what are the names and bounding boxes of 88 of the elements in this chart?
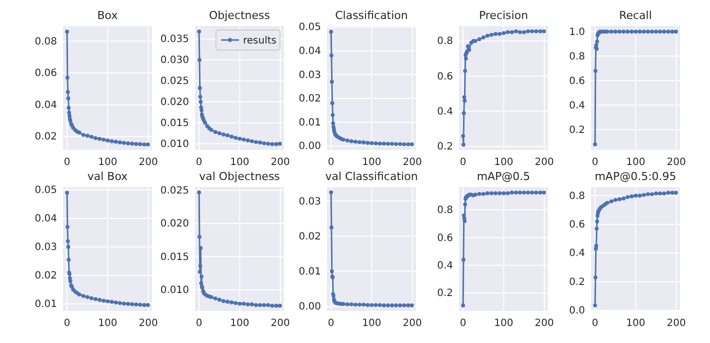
chart-title: Precision (478, 9, 528, 22)
y-tick-label: 0.6 (437, 232, 453, 244)
y-tick-label: 0.04 (298, 46, 321, 57)
y-tick-label: 0.08 (34, 36, 57, 48)
y-tick-label: 0.010 (160, 284, 189, 296)
y-tick-label: 0.02 (298, 231, 321, 242)
chart-title: Box (97, 9, 118, 22)
y-tick-label: 0.6 (569, 76, 585, 87)
y-tick-label: 0.05 (298, 22, 321, 34)
x-tick-label: 100 (626, 318, 646, 330)
y-tick-label: 0.02 (34, 270, 57, 282)
x-tick-label: 200 (270, 318, 290, 330)
y-tick-label: 0.2 (569, 124, 585, 136)
y-tick-label: 0.02 (34, 132, 57, 143)
y-tick-label: 0.6 (569, 220, 585, 231)
x-tick-label: 0 (460, 157, 466, 168)
y-tick-label: 0.020 (160, 97, 189, 108)
x-tick-label: 0 (196, 157, 202, 168)
x-tick-label: 0 (196, 318, 202, 330)
chart-title: mAP@0.5:0.95 (594, 170, 676, 183)
x-tick-label: 0 (592, 157, 598, 168)
x-tick-label: 200 (402, 157, 422, 168)
chart-title: Classification (335, 9, 408, 22)
x-tick-label: 0 (460, 318, 466, 330)
y-tick-label: 0.8 (437, 205, 453, 216)
chart-title: val Classification (325, 170, 418, 183)
y-tick-label: 0.4 (569, 248, 585, 260)
y-tick-label: 0.4 (437, 106, 453, 118)
chart-title: Recall (619, 9, 652, 22)
y-tick-label: 0.06 (34, 68, 57, 80)
y-tick-label: 0.8 (569, 190, 585, 202)
legend-label: results (243, 36, 277, 46)
y-tick-label: 0.0 (569, 306, 585, 317)
y-tick-label: 0.2 (437, 142, 453, 153)
y-tick-label: 0.025 (160, 76, 189, 88)
x-tick-label: 200 (666, 318, 686, 330)
y-tick-label: 0.01 (298, 117, 321, 128)
y-tick-label: 0.00 (298, 302, 321, 313)
chart-title: mAP@0.5 (476, 170, 530, 183)
x-tick-label: 200 (138, 318, 158, 330)
y-tick-label: 0.6 (437, 71, 453, 82)
x-tick-label: 100 (230, 157, 250, 168)
x-tick-label: 200 (534, 318, 554, 330)
x-tick-label: 100 (494, 318, 514, 330)
x-tick-label: 200 (666, 157, 686, 168)
y-tick-label: 0.04 (34, 214, 57, 225)
y-tick-label: 0.03 (298, 196, 321, 208)
y-tick-label: 0.4 (437, 260, 453, 272)
chart-title: val Box (87, 170, 128, 183)
x-tick-label: 0 (328, 157, 334, 168)
x-tick-label: 100 (362, 157, 382, 168)
x-tick-label: 200 (402, 318, 422, 330)
y-tick-label: 0.015 (160, 252, 189, 263)
y-tick-label: 0.020 (160, 218, 189, 230)
x-tick-label: 200 (138, 157, 158, 168)
x-tick-label: 0 (592, 318, 598, 330)
y-tick-label: 0.03 (34, 242, 57, 254)
x-tick-label: 100 (98, 157, 118, 168)
y-tick-label: 0.01 (298, 266, 321, 278)
y-tick-label: 0.8 (569, 51, 585, 62)
y-tick-label: 0.010 (160, 138, 189, 150)
y-tick-label: 0.01 (34, 299, 57, 310)
x-tick-label: 100 (98, 318, 118, 330)
x-tick-label: 0 (64, 157, 70, 168)
y-tick-label: 0.00 (298, 141, 321, 152)
x-tick-label: 100 (230, 318, 250, 330)
y-tick-label: 0.03 (298, 70, 321, 81)
x-tick-label: 200 (534, 157, 554, 168)
y-tick-label: 0.2 (437, 288, 453, 300)
chart-title: Objectness (208, 9, 270, 22)
x-tick-label: 0 (328, 318, 334, 330)
y-tick-label: 0.015 (160, 118, 189, 129)
y-tick-label: 0.025 (160, 186, 189, 197)
y-tick-label: 0.02 (298, 94, 321, 105)
x-tick-label: 100 (626, 157, 646, 168)
x-tick-label: 100 (494, 157, 514, 168)
y-tick-label: 0.4 (569, 100, 585, 112)
y-tick-label: 0.030 (160, 55, 189, 66)
y-tick-label: 0.04 (34, 100, 57, 111)
x-tick-label: 100 (362, 318, 382, 330)
y-tick-label: 1.0 (569, 26, 585, 38)
y-tick-label: 0.2 (569, 276, 585, 288)
chart-title: val Objectness (199, 170, 280, 183)
y-tick-label: 0.035 (160, 34, 189, 46)
x-tick-label: 0 (64, 318, 70, 330)
y-tick-label: 0.05 (34, 185, 57, 196)
y-tick-label: 0.8 (437, 36, 453, 48)
x-tick-label: 200 (270, 157, 290, 168)
